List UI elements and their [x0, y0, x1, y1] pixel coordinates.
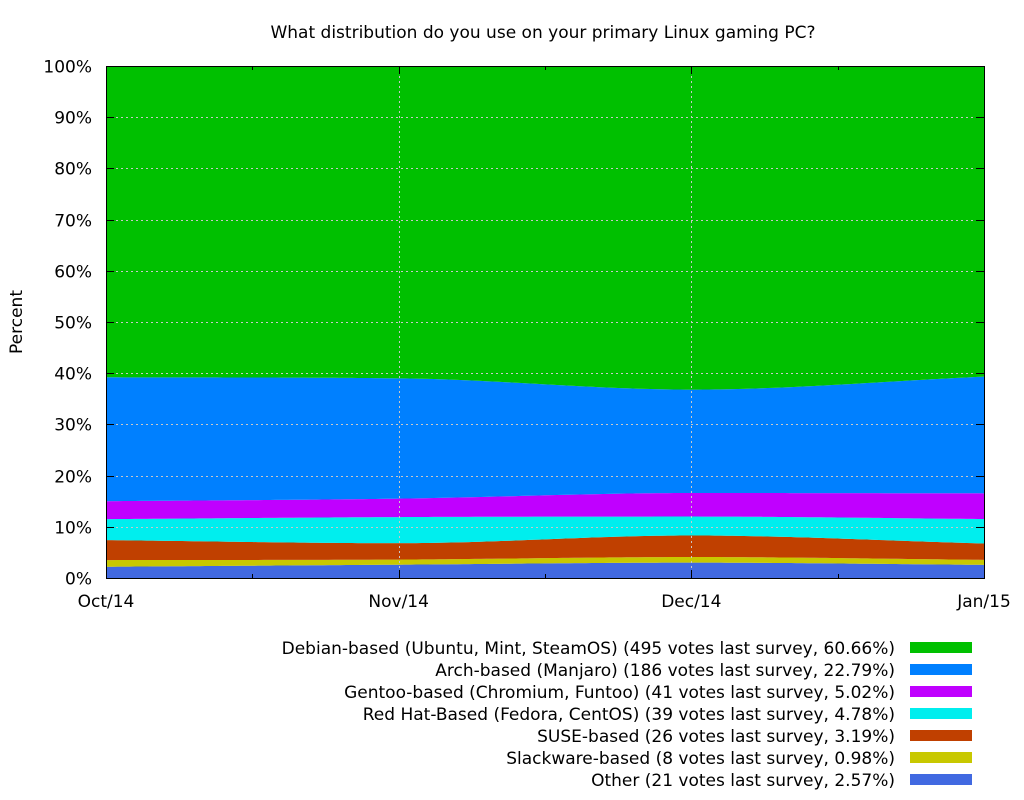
x-tick-label: Nov/14: [368, 592, 429, 612]
x-tick-label: Dec/14: [661, 592, 721, 612]
y-tick-label: 100%: [43, 58, 92, 78]
legend-label: SUSE-based (26 votes last survey, 3.19%): [537, 727, 895, 747]
legend-swatch: [910, 774, 972, 785]
area-other: [106, 562, 984, 578]
legend-swatch: [910, 752, 972, 763]
legend-label: Arch-based (Manjaro) (186 votes last sur…: [435, 661, 895, 681]
legend-swatch: [910, 708, 972, 719]
y-tick-label: 90%: [54, 109, 92, 129]
y-tick-label: 30%: [54, 416, 92, 436]
area-suse-based: [106, 535, 984, 561]
legend-label: Red Hat-Based (Fedora, CentOS) (39 votes…: [363, 705, 895, 725]
y-tick-label: 60%: [54, 263, 92, 283]
area-gentoo-based: [106, 493, 984, 520]
legend-label: Gentoo-based (Chromium, Funtoo) (41 vote…: [344, 683, 895, 703]
axis-ticks: 0% 10% 20% 30% 40% 50% 60% 70% 80% 90% 100% Oct/14 N…: [43, 58, 1010, 613]
legend-label: Slackware-based (8 votes last survey, 0.…: [506, 749, 895, 769]
area-layers: [106, 66, 984, 578]
legend-swatch: [910, 730, 972, 741]
legend: Debian-based (Ubuntu, Mint, SteamOS) (49…: [282, 639, 972, 791]
legend-label: Debian-based (Ubuntu, Mint, SteamOS) (49…: [282, 639, 895, 659]
y-tick-label: 0%: [65, 570, 92, 590]
legend-label: Other (21 votes last survey, 2.57%): [591, 771, 895, 791]
area-red-hat-based: [106, 516, 984, 544]
gridlines: [106, 66, 984, 578]
y-tick-label: 70%: [54, 212, 92, 232]
x-tick-label: Jan/15: [956, 592, 1011, 612]
y-tick-label: 40%: [54, 365, 92, 385]
area-debian-based: [106, 66, 984, 390]
y-tick-label: 20%: [54, 468, 92, 488]
area-slackware-based: [106, 557, 984, 567]
area-arch-based: [106, 376, 984, 502]
legend-swatch: [910, 664, 972, 675]
x-tick-label: Oct/14: [78, 592, 135, 612]
chart-title: What distribution do you use on your pri…: [270, 23, 815, 43]
legend-swatch: [910, 642, 972, 653]
y-tick-label: 80%: [54, 160, 92, 180]
y-tick-label: 10%: [54, 519, 92, 539]
legend-swatch: [910, 686, 972, 697]
y-tick-label: 50%: [54, 314, 92, 334]
y-axis-label: Percent: [7, 290, 27, 354]
